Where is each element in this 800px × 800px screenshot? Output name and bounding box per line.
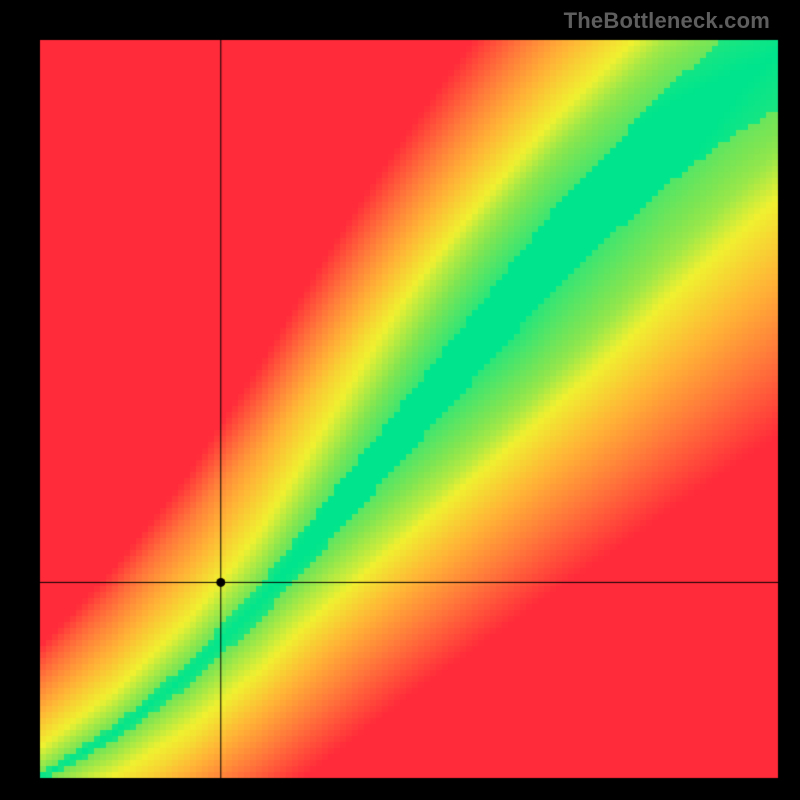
heatmap-canvas — [0, 0, 800, 800]
watermark-text: TheBottleneck.com — [564, 8, 770, 34]
